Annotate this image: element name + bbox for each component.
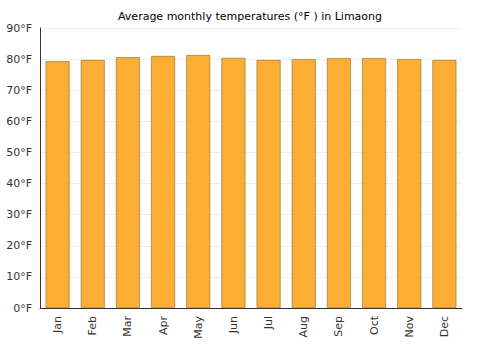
svg-text:Jul: Jul [262,316,275,330]
svg-text:30°F: 30°F [6,208,32,221]
svg-text:20°F: 20°F [6,239,32,252]
svg-text:90°F: 90°F [6,22,32,35]
svg-text:50°F: 50°F [6,146,32,159]
svg-text:Dec: Dec [438,316,451,337]
svg-text:Apr: Apr [157,316,170,336]
svg-text:0°F: 0°F [13,302,32,315]
svg-text:10°F: 10°F [6,270,32,283]
svg-text:40°F: 40°F [6,177,32,190]
svg-text:Aug: Aug [297,316,310,337]
svg-text:80°F: 80°F [6,53,32,66]
svg-text:Jan: Jan [51,316,64,334]
svg-text:70°F: 70°F [6,84,32,97]
svg-text:Oct: Oct [368,315,381,335]
svg-text:Feb: Feb [86,316,99,335]
svg-text:Mar: Mar [121,316,134,337]
svg-text:Average monthly temperatures (: Average monthly temperatures (°F ) in Li… [118,10,382,23]
svg-text:Nov: Nov [403,316,416,338]
svg-text:Jun: Jun [227,316,240,334]
svg-text:60°F: 60°F [6,115,32,128]
svg-text:May: May [192,316,205,339]
svg-text:Sep: Sep [332,316,345,337]
